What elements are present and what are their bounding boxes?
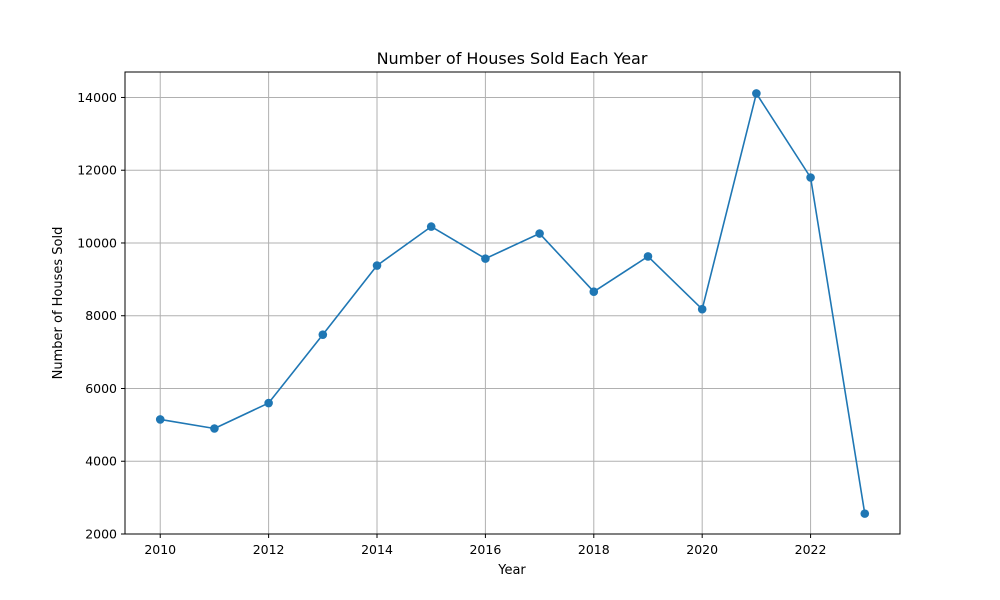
y-tick-label: 12000 [77, 163, 117, 178]
data-point [697, 304, 707, 314]
x-tick-label: 2018 [578, 542, 610, 557]
data-point [535, 229, 544, 238]
data-point [318, 330, 328, 339]
series-line [160, 92, 866, 514]
plot-frame [124, 71, 901, 535]
data-point [155, 415, 165, 424]
y-tick-label: 6000 [85, 381, 117, 396]
y-tick-label: 10000 [77, 235, 117, 250]
x-tick-label: 2012 [253, 542, 285, 557]
x-tick-label: 2020 [686, 542, 718, 557]
x-tick-label: 2014 [361, 542, 393, 557]
x-tick-label: 2022 [795, 542, 827, 557]
x-axis-label: Year [497, 563, 526, 578]
grid-lines [125, 72, 900, 535]
x-axis-ticks: 2010 2012 2014 2016 2018 2020 2022 [144, 534, 826, 557]
data-point [426, 222, 436, 231]
y-axis-label: Number of Houses Sold [51, 227, 66, 380]
data-point [860, 509, 870, 518]
chart-title: Number of Houses Sold Each Year [377, 49, 648, 68]
x-tick-label: 2016 [469, 542, 501, 557]
data-point [589, 287, 599, 297]
data-point [210, 424, 219, 433]
data-point [643, 252, 653, 261]
y-tick-label: 14000 [77, 90, 117, 105]
data-point [481, 254, 490, 263]
y-tick-label: 8000 [85, 308, 117, 323]
data-point [752, 89, 761, 98]
y-tick-label: 2000 [85, 527, 117, 542]
y-axis-ticks: 2000 4000 6000 8000 10000 12000 14000 [77, 90, 125, 542]
data-point [264, 398, 273, 408]
data-point [372, 261, 382, 270]
data-point [806, 173, 815, 182]
series-group [155, 89, 870, 518]
x-tick-label: 2010 [144, 542, 176, 557]
y-tick-label: 4000 [85, 454, 117, 469]
